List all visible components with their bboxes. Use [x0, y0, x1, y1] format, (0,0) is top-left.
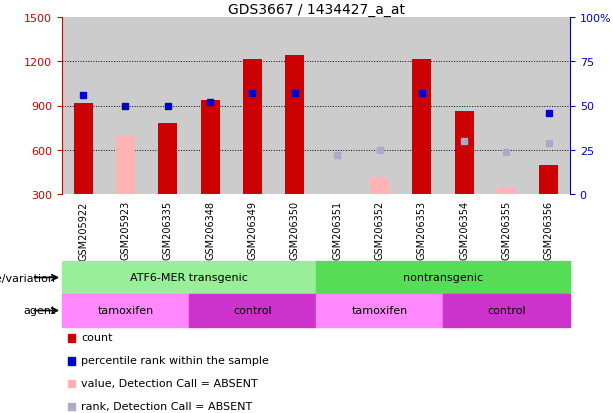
Text: tamoxifen: tamoxifen	[97, 306, 154, 316]
Bar	[497, 189, 516, 195]
Text: control: control	[233, 306, 272, 316]
Bar	[62, 261, 316, 294]
Text: percentile rank within the sample: percentile rank within the sample	[81, 355, 268, 365]
Bar	[359, 18, 401, 195]
Bar	[273, 18, 316, 195]
Text: ATF6-MER transgenic: ATF6-MER transgenic	[130, 273, 248, 283]
Bar	[327, 195, 347, 197]
Bar	[316, 18, 359, 195]
Bar	[189, 294, 316, 327]
Text: value, Detection Call = ABSENT: value, Detection Call = ABSENT	[81, 378, 257, 388]
Bar	[443, 18, 485, 195]
Bar	[104, 18, 147, 195]
Bar	[539, 165, 558, 195]
Bar	[370, 178, 389, 195]
Bar	[147, 18, 189, 195]
Bar	[528, 18, 570, 195]
Bar	[74, 103, 93, 195]
Bar	[401, 18, 443, 195]
Bar	[62, 294, 189, 327]
Text: genotype/variation: genotype/variation	[0, 273, 56, 283]
Bar	[158, 124, 177, 195]
Bar	[485, 18, 528, 195]
Bar	[62, 18, 104, 195]
Bar	[316, 294, 443, 327]
Text: tamoxifen: tamoxifen	[351, 306, 408, 316]
Bar	[243, 60, 262, 195]
Bar	[231, 18, 273, 195]
Text: agent: agent	[23, 306, 56, 316]
Text: nontransgenic: nontransgenic	[403, 273, 483, 283]
Text: control: control	[487, 306, 526, 316]
Bar	[413, 60, 432, 195]
Bar	[443, 294, 570, 327]
Bar	[316, 261, 570, 294]
Bar	[285, 56, 305, 195]
Bar	[116, 137, 135, 195]
Title: GDS3667 / 1434427_a_at: GDS3667 / 1434427_a_at	[227, 3, 405, 17]
Bar	[455, 112, 474, 195]
Text: rank, Detection Call = ABSENT: rank, Detection Call = ABSENT	[81, 401, 252, 411]
Bar	[189, 18, 231, 195]
Bar	[200, 100, 219, 195]
Text: count: count	[81, 332, 112, 342]
